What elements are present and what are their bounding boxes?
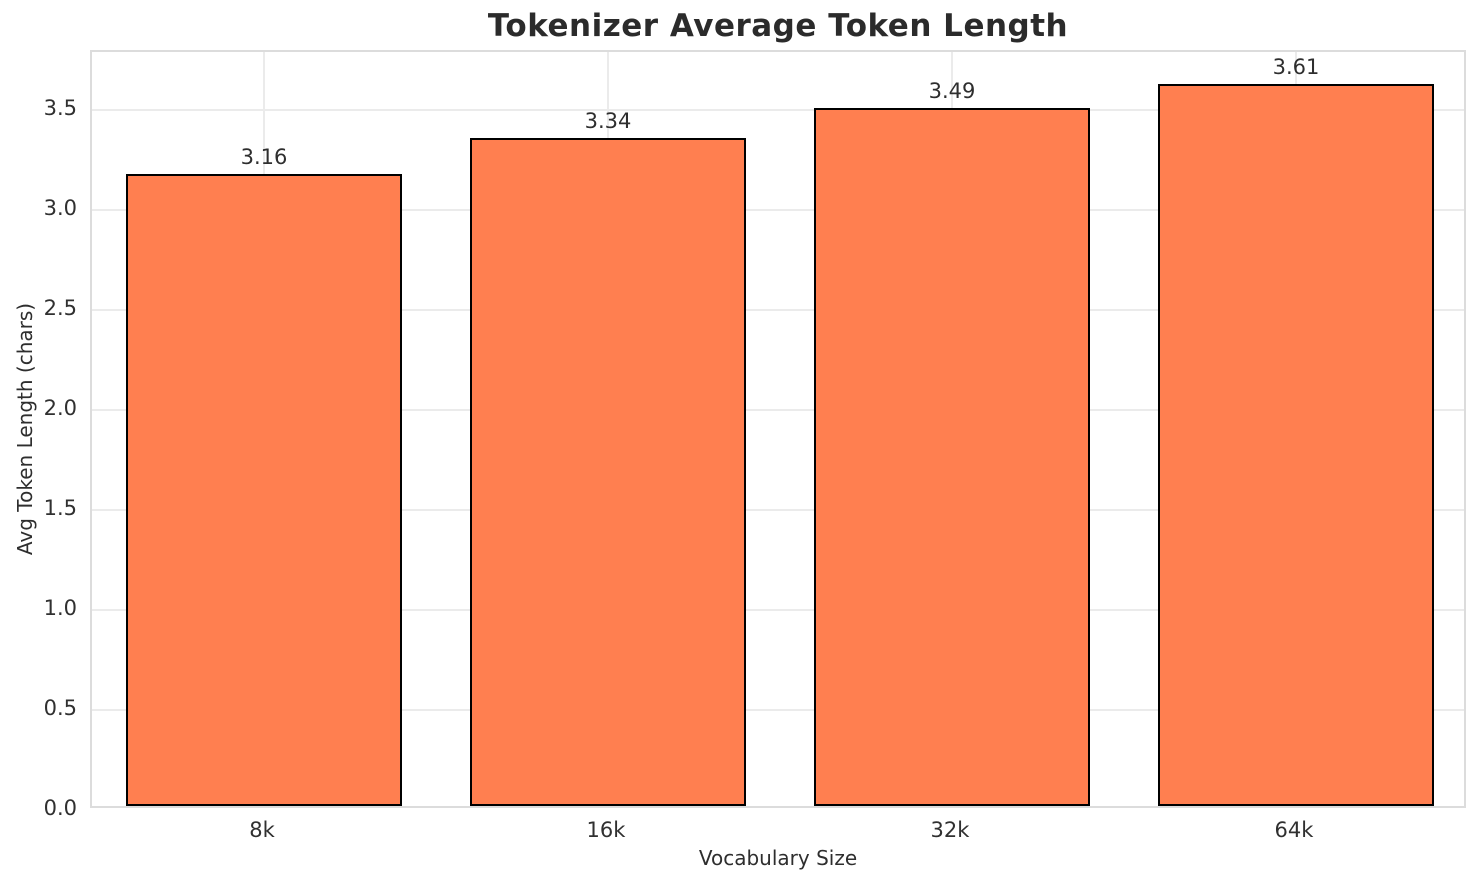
x-tick-label-32k: 32k	[930, 818, 970, 842]
h-gridline	[92, 709, 1464, 711]
h-gridline	[92, 609, 1464, 611]
h-gridline	[92, 109, 1464, 111]
y-tick-label: 2.0	[43, 396, 77, 420]
bar-value-label: 3.16	[240, 145, 288, 169]
x-tick-label-16k: 16k	[586, 818, 626, 842]
bar-8k	[126, 174, 402, 806]
y-tick-label: 0.5	[43, 696, 77, 720]
bar-value-label: 3.49	[928, 79, 976, 103]
chart-title: Tokenizer Average Token Length	[487, 8, 1069, 44]
plot-area: 3.16 3.34 3.49 3.61	[90, 50, 1466, 808]
y-tick-label: 2.5	[43, 296, 77, 320]
bar-value-label: 3.61	[1272, 55, 1320, 79]
h-gridline	[92, 309, 1464, 311]
h-gridline	[92, 409, 1464, 411]
x-tick-label-64k: 64k	[1274, 818, 1314, 842]
x-axis-label: Vocabulary Size	[698, 846, 858, 870]
y-tick-label: 3.0	[43, 196, 77, 220]
x-tick-label-8k: 8k	[249, 818, 275, 842]
y-tick-label: 1.0	[43, 596, 77, 620]
y-tick-label: 1.5	[43, 496, 77, 520]
bars-layer: 3.16 3.34 3.49 3.61	[92, 52, 1464, 806]
h-gridline	[92, 509, 1464, 511]
y-axis-label: Avg Token Length (chars)	[13, 302, 37, 556]
y-tick-label: 0.0	[43, 796, 77, 820]
h-gridline	[92, 209, 1464, 211]
bar-32k	[814, 108, 1090, 806]
bar-64k	[1158, 84, 1434, 806]
bar-value-label: 3.34	[584, 109, 632, 133]
y-tick-label: 3.5	[43, 96, 77, 120]
bar-16k	[470, 138, 746, 806]
